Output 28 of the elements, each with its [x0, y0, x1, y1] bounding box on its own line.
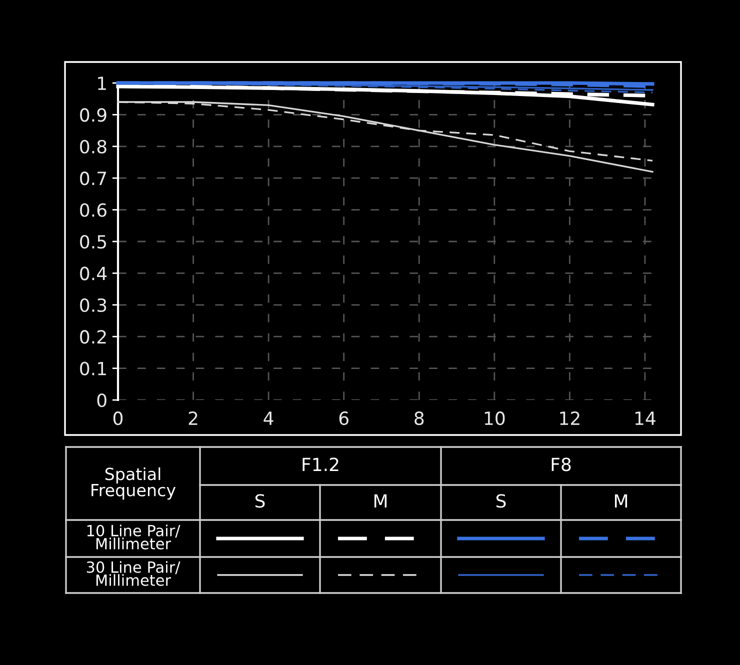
y-tick-label: 1 [98, 76, 106, 90]
text: 10 Line Pair/ Millimeter [87, 524, 180, 550]
x-tick-label: 6 [339, 411, 348, 426]
y-tick-label: 0.6 [80, 203, 106, 217]
x-tick-label: 4 [264, 412, 274, 425]
text: 30 Line Pair/ Millimeter [86, 561, 180, 586]
y-tick-label: 0 [97, 393, 106, 408]
text: S [255, 494, 265, 508]
y-tick-label: 0.8 [80, 140, 106, 154]
y-tick-label: 0.4 [80, 266, 107, 280]
y-tick-label: 0.1 [80, 362, 106, 376]
y-tick-label: 0.2 [80, 330, 106, 344]
x-tick-label: 2 [188, 411, 198, 425]
text: F1.2 [302, 458, 338, 471]
text: M [374, 494, 387, 508]
x-tick-label: 8 [414, 411, 424, 426]
x-tick-label: 0 [113, 411, 123, 426]
y-tick-label: 0.7 [80, 172, 106, 186]
text: S [496, 494, 506, 508]
y-tick-label: 0.9 [80, 108, 106, 122]
text: F8 [552, 458, 571, 472]
text: Spatial Frequency [92, 467, 176, 500]
x-tick-label: 10 [484, 411, 505, 426]
text: M [614, 494, 628, 508]
x-tick-label: 14 [635, 412, 656, 425]
y-tick-label: 0.5 [80, 234, 106, 249]
x-tick-label: 12 [560, 411, 580, 425]
y-tick-label: 0.3 [80, 298, 106, 312]
